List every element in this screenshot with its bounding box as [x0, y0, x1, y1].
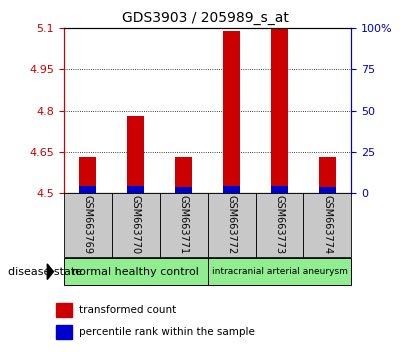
Bar [175, 157, 192, 193]
Text: GSM663771: GSM663771 [179, 195, 189, 255]
FancyBboxPatch shape [112, 193, 159, 257]
Text: GSM663772: GSM663772 [226, 195, 236, 255]
Bar [79, 186, 96, 193]
Text: disease state: disease state [8, 267, 82, 277]
Bar [223, 31, 240, 193]
Bar [127, 116, 144, 193]
Bar [56, 325, 72, 339]
Bar [127, 186, 144, 193]
FancyBboxPatch shape [208, 193, 256, 257]
Bar [223, 186, 240, 193]
FancyBboxPatch shape [159, 193, 208, 257]
Text: GSM663774: GSM663774 [323, 195, 332, 255]
FancyBboxPatch shape [208, 258, 351, 285]
Bar [319, 187, 336, 193]
Text: GSM663769: GSM663769 [83, 195, 92, 254]
FancyBboxPatch shape [303, 193, 351, 257]
Polygon shape [47, 264, 53, 280]
Bar [271, 186, 288, 193]
Text: transformed count: transformed count [79, 305, 176, 315]
Text: GSM663773: GSM663773 [275, 195, 284, 255]
FancyBboxPatch shape [64, 258, 208, 285]
Bar [56, 303, 72, 317]
Bar [319, 157, 336, 193]
Text: intracranial arterial aneurysm: intracranial arterial aneurysm [212, 267, 347, 276]
Bar [271, 28, 288, 193]
Text: percentile rank within the sample: percentile rank within the sample [79, 327, 255, 337]
Text: GDS3903 / 205989_s_at: GDS3903 / 205989_s_at [122, 11, 289, 25]
FancyBboxPatch shape [64, 193, 112, 257]
Bar [175, 187, 192, 193]
Bar [79, 157, 96, 193]
Text: normal healthy control: normal healthy control [72, 267, 199, 277]
FancyBboxPatch shape [256, 193, 303, 257]
Text: GSM663770: GSM663770 [131, 195, 141, 255]
